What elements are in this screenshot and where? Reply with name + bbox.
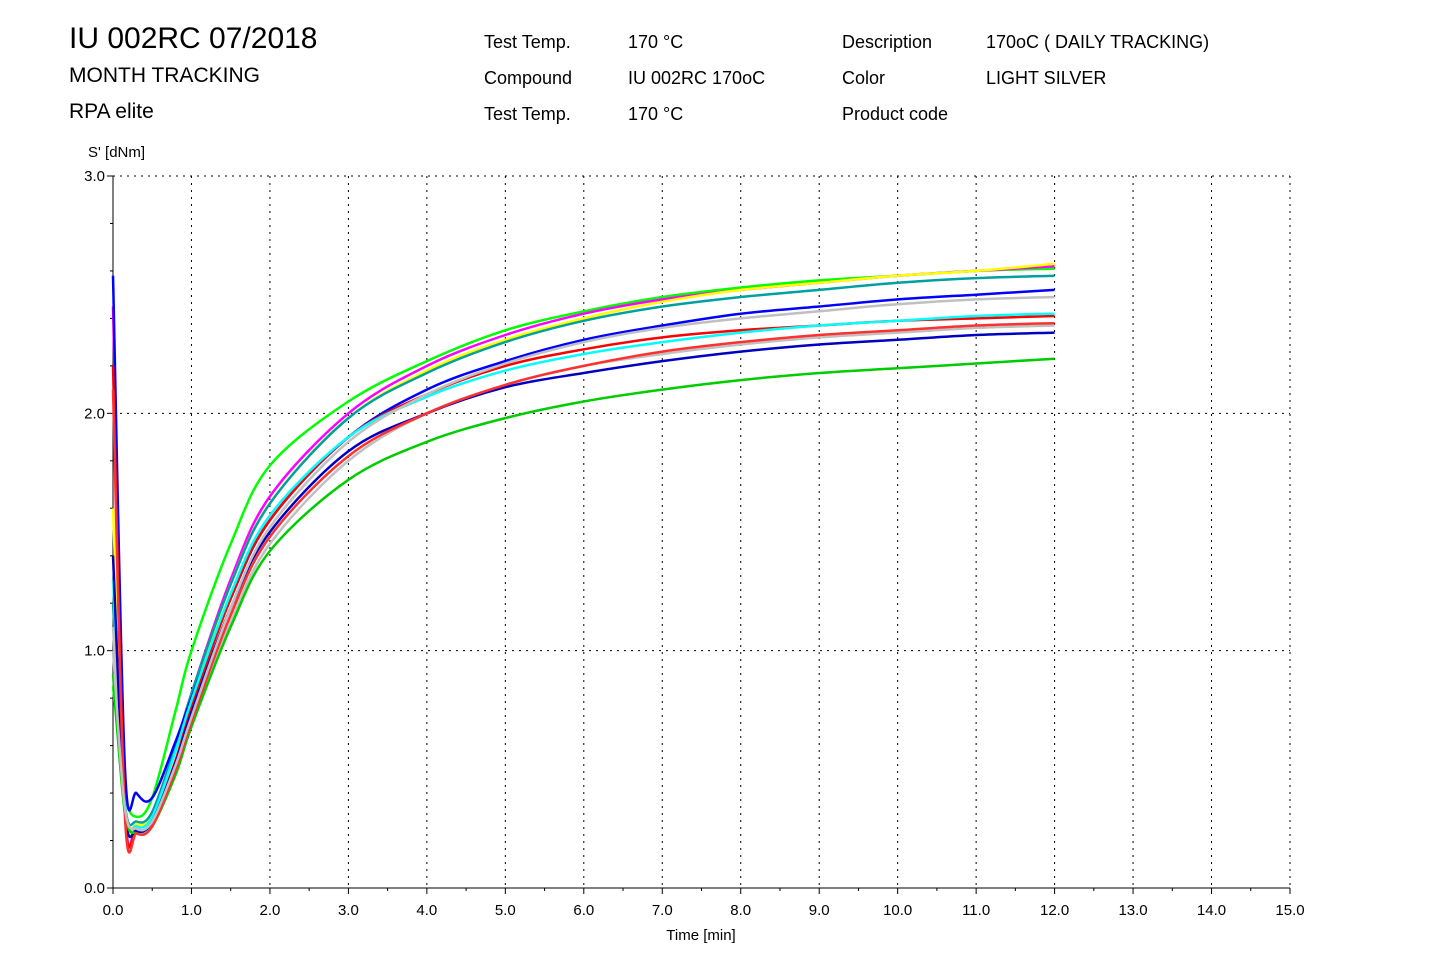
y-tick-label: 2.0 — [84, 405, 105, 422]
chart-axes — [112, 176, 1290, 889]
meta-label-compound: Compound — [484, 68, 573, 88]
x-tick-label: 4.0 — [416, 902, 437, 919]
instrument-name: RPA elite — [69, 100, 154, 123]
report-subtitle: MONTH TRACKING — [69, 64, 260, 87]
meta-value-color: LIGHT SILVER — [986, 68, 1107, 88]
series-line-11 — [111, 321, 1055, 854]
x-tick-label: 7.0 — [652, 902, 673, 919]
series-line-6 — [111, 314, 1055, 849]
meta-label-product-code: Product code — [842, 104, 949, 124]
axis-ticks: 0.0 1.0 2.0 3.0 4.0 5.0 6.0 7.0 8.0 9.0 10.0 11.0 12… — [84, 168, 1304, 919]
series-lines — [111, 262, 1055, 854]
x-tick-label: 8.0 — [730, 902, 751, 919]
y-tick-label: 0.0 — [84, 880, 105, 897]
x-tick-label: 15.0 — [1275, 902, 1304, 919]
meta-label-test-temp-2: Test Temp. — [484, 104, 571, 124]
x-tick-label: 6.0 — [573, 902, 594, 919]
x-tick-label: 14.0 — [1197, 902, 1226, 919]
meta-label-description: Description — [842, 32, 933, 52]
meta-label-test-temp-1: Test Temp. — [484, 32, 571, 52]
x-axis-title: Time [min] — [666, 927, 735, 944]
y-tick-label: 3.0 — [84, 168, 105, 185]
x-tick-label: 9.0 — [809, 902, 830, 919]
meta-value-description: 170oC ( DAILY TRACKING) — [986, 32, 1210, 52]
x-tick-label: 1.0 — [181, 902, 202, 919]
series-line-7 — [111, 312, 1055, 832]
chart-grid — [113, 175, 1291, 888]
meta-label-color: Color — [842, 68, 886, 88]
meta-value-test-temp-1: 170 °C — [628, 32, 684, 52]
x-tick-label: 11.0 — [962, 902, 990, 919]
x-tick-label: 5.0 — [495, 902, 516, 919]
x-tick-label: 12.0 — [1040, 902, 1069, 919]
series-line-12 — [111, 295, 1055, 832]
x-tick-label: 2.0 — [260, 902, 281, 919]
meta-value-test-temp-2: 170 °C — [628, 104, 684, 124]
series-line-9 — [111, 331, 1055, 839]
y-axis-title: S' [dNm] — [88, 144, 145, 161]
y-tick-label: 1.0 — [84, 643, 105, 660]
x-tick-label: 0.0 — [103, 902, 124, 919]
page-title: IU 002RC 07/2018 — [69, 22, 318, 55]
meta-value-compound: IU 002RC 170oC — [628, 68, 766, 88]
x-tick-label: 3.0 — [338, 902, 359, 919]
x-tick-label: 10.0 — [883, 902, 912, 919]
series-line-4 — [111, 274, 1055, 827]
x-tick-label: 13.0 — [1118, 902, 1147, 919]
